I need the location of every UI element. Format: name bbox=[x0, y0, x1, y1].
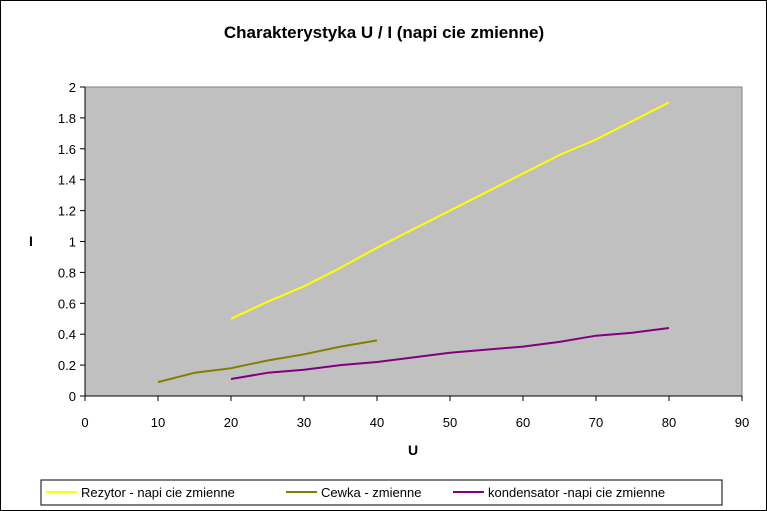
x-axis-ticks: 0 10 20 30 40 50 60 70 80 90 bbox=[81, 396, 749, 430]
series-layer bbox=[157, 101, 670, 384]
x-tick-label: 30 bbox=[297, 415, 311, 430]
chart-title: Charakterystyka U / I (napi cie zmienne) bbox=[224, 23, 544, 42]
x-tick-label: 0 bbox=[81, 415, 88, 430]
legend-label-1: Rezytor - napi cie zmienne bbox=[81, 485, 235, 500]
y-tick-label: 1.2 bbox=[58, 204, 76, 219]
legend: Rezytor - napi cie zmienne Cewka - zmienn… bbox=[40, 479, 723, 506]
y-tick-label: 2 bbox=[69, 80, 76, 95]
y-tick-label: 0 bbox=[69, 389, 76, 404]
legend-box bbox=[40, 479, 723, 506]
series-line-3 bbox=[230, 327, 670, 380]
y-axis-ticks: 0 0.2 0.4 0.6 0.8 1 1.2 1.4 1.6 1.8 2 bbox=[58, 80, 85, 404]
legend-items: Rezytor - napi cie zmienne Cewka - zmienn… bbox=[46, 485, 665, 500]
x-tick-label: 70 bbox=[589, 415, 603, 430]
y-tick-label: 1.6 bbox=[58, 142, 76, 157]
y-tick-label: 0.4 bbox=[58, 327, 76, 342]
x-tick-label: 40 bbox=[370, 415, 384, 430]
legend-label-2: Cewka - zmienne bbox=[321, 485, 421, 500]
y-tick-label: 1 bbox=[69, 235, 76, 250]
plot-area bbox=[84, 86, 743, 397]
x-tick-label: 80 bbox=[662, 415, 676, 430]
x-tick-label: 50 bbox=[443, 415, 457, 430]
x-tick-label: 90 bbox=[735, 415, 749, 430]
series-line-2 bbox=[157, 339, 378, 384]
series-line-1 bbox=[230, 101, 670, 320]
y-tick-label: 0.6 bbox=[58, 296, 76, 311]
x-axis-title: U bbox=[408, 442, 418, 458]
y-axis-title: I bbox=[29, 233, 33, 249]
legend-label-3: kondensator -napi cie zmienne bbox=[488, 485, 665, 500]
y-tick-label: 0.2 bbox=[58, 358, 76, 373]
y-tick-label: 1.4 bbox=[58, 173, 76, 188]
x-tick-label: 60 bbox=[516, 415, 530, 430]
y-tick-label: 1.8 bbox=[58, 111, 76, 126]
x-tick-label: 10 bbox=[151, 415, 165, 430]
x-tick-label: 20 bbox=[224, 415, 238, 430]
y-tick-label: 0.8 bbox=[58, 265, 76, 280]
